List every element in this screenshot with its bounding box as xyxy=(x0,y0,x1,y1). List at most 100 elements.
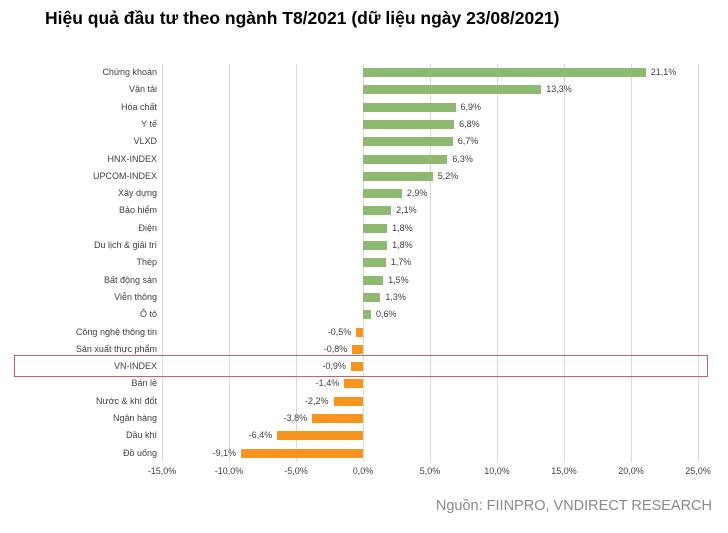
category-label: Bảo hiểm xyxy=(118,205,157,216)
negative-bar xyxy=(312,414,363,423)
value-label: 1,5% xyxy=(388,274,409,285)
chart-row: Hóa chất 6,9% xyxy=(0,99,728,116)
chart-row: Thép 1,7% xyxy=(0,254,728,271)
negative-bar xyxy=(352,344,363,354)
gridline xyxy=(698,64,699,462)
category-label: Du lịch & giải trí xyxy=(93,240,157,250)
positive-bar xyxy=(363,310,371,320)
x-axis-tick-label: -5,0% xyxy=(284,466,308,476)
positive-bar xyxy=(363,189,402,199)
chart-row: VLXD 6,7% xyxy=(0,133,728,150)
category-label: VN-INDEX xyxy=(113,361,157,372)
value-label: 6,9% xyxy=(460,101,482,112)
value-label: 1,7% xyxy=(390,257,412,268)
category-label: Bán lẻ xyxy=(131,378,157,389)
category-label: UPCOM-INDEX xyxy=(92,170,157,181)
value-label: 1,8% xyxy=(392,240,413,250)
value-label: -9,1% xyxy=(212,447,237,458)
chart-row: Bảo hiểm 2,1% xyxy=(0,202,728,219)
value-label: -0,8% xyxy=(323,343,348,354)
chart-row: Sản xuất thực phẩm -0,8% xyxy=(0,341,728,358)
gridline xyxy=(296,64,297,462)
gridline xyxy=(564,64,565,462)
value-label: 21,1% xyxy=(650,67,677,77)
category-label: Xây dựng xyxy=(117,188,157,199)
chart-row: UPCOM-INDEX 5,2% xyxy=(0,168,728,185)
value-label: -2,2% xyxy=(304,395,329,406)
category-label: Hóa chất xyxy=(120,101,157,112)
chart-row: Xây dựng 2,9% xyxy=(0,185,728,202)
vn-index-highlight-box xyxy=(14,355,708,378)
positive-bar xyxy=(363,68,646,77)
category-label: Y tế xyxy=(141,118,157,129)
x-axis-tick-label: 10,0% xyxy=(484,466,510,476)
value-label: 6,8% xyxy=(459,118,480,129)
positive-bar xyxy=(363,258,386,268)
x-axis-tick-label: -15,0% xyxy=(147,466,177,476)
category-label: Dầu khí xyxy=(125,430,157,441)
chart-row: Vận tải 13,3% xyxy=(0,81,728,98)
category-label: Viễn thông xyxy=(114,291,157,302)
x-axis-tick-label: 0,0% xyxy=(352,466,374,476)
value-label: 6,7% xyxy=(457,136,479,147)
chart-row: Chứng khoán 21,1% xyxy=(0,64,728,81)
x-axis-tick-label: 20,0% xyxy=(618,466,644,476)
value-label: 5,2% xyxy=(437,170,459,181)
positive-bar xyxy=(363,154,448,164)
category-label: Công nghệ thông tin xyxy=(75,326,157,337)
chart-row: Du lịch & giải trí 1,8% xyxy=(0,237,728,254)
chart-row: Y tế 6,8% xyxy=(0,116,728,133)
gridline xyxy=(162,64,163,462)
value-label: 13,3% xyxy=(546,84,572,95)
source-text: Nguồn: FIINPRO, VNDIRECT RESEARCH xyxy=(435,498,712,514)
category-label: HNX-INDEX xyxy=(107,153,157,164)
category-label: Điện xyxy=(138,222,157,233)
gridline xyxy=(430,64,431,462)
chart-row: Bất động sản 1,5% xyxy=(0,272,728,289)
positive-bar xyxy=(363,292,381,302)
value-label: 2,9% xyxy=(406,188,428,199)
chart-row: HNX-INDEX 6,3% xyxy=(0,151,728,168)
bar-chart: Chứng khoán 21,1% Vận tải 13,3% Hóa chất 6,9%… xyxy=(0,64,728,484)
x-axis-tick-label: -10,0% xyxy=(214,466,244,476)
value-label: -0,9% xyxy=(322,361,346,372)
x-axis-tick-label: 25,0% xyxy=(685,466,711,476)
value-label: 6,3% xyxy=(452,153,473,164)
negative-bar xyxy=(333,396,363,406)
positive-bar xyxy=(363,119,455,129)
positive-bar xyxy=(363,85,542,95)
chart-row: VN-INDEX -0,9% xyxy=(0,358,728,375)
value-label: 1,3% xyxy=(385,291,406,302)
x-axis-tick-label: 15,0% xyxy=(551,466,577,476)
negative-bar xyxy=(241,448,363,458)
positive-bar xyxy=(363,137,453,147)
value-label: -3,8% xyxy=(283,413,308,423)
category-label: Ô tô xyxy=(139,309,157,320)
chart-row: Công nghệ thông tin -0,5% xyxy=(0,324,728,341)
category-label: Ngân hàng xyxy=(112,413,157,423)
chart-row: Ngân hàng -3,8% xyxy=(0,410,728,427)
chart-row: Đồ uống -9,1% xyxy=(0,445,728,462)
negative-bar xyxy=(350,362,363,372)
value-label: 0,6% xyxy=(376,309,397,320)
x-axis-tick-label: 5,0% xyxy=(419,466,441,476)
positive-bar xyxy=(363,206,392,216)
chart-row: Điện 1,8% xyxy=(0,220,728,237)
value-label: -1,4% xyxy=(315,378,340,389)
negative-bar xyxy=(277,431,363,441)
positive-bar xyxy=(363,223,388,233)
gridline xyxy=(497,64,498,462)
positive-bar xyxy=(363,102,456,112)
category-label: Chứng khoán xyxy=(102,67,157,77)
negative-bar xyxy=(356,327,363,337)
category-label: VLXD xyxy=(133,136,157,147)
positive-bar xyxy=(363,275,384,285)
positive-bar xyxy=(363,171,433,181)
negative-bar xyxy=(344,379,363,389)
gridline xyxy=(631,64,632,462)
chart-title: Hiệu quả đầu tư theo ngành T8/2021 (dữ l… xyxy=(45,8,560,28)
category-label: Vận tải xyxy=(128,84,157,95)
chart-row: Nước & khí đốt -2,2% xyxy=(0,393,728,410)
category-label: Nước & khí đốt xyxy=(96,395,157,406)
chart-row: Ô tô 0,6% xyxy=(0,306,728,323)
